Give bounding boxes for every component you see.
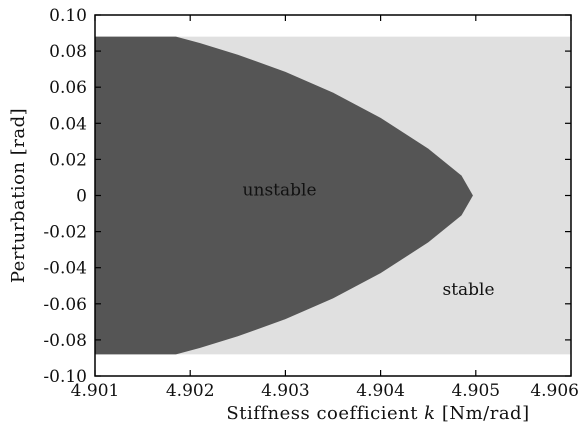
- x-tick-label: 4.901: [71, 381, 120, 401]
- x-tick-label: 4.903: [261, 381, 310, 401]
- y-tick-label: 0.02: [49, 150, 87, 170]
- x-axis-title: Stiffness coefficient k [Nm/rad]: [226, 403, 529, 424]
- unstable-region: [95, 36, 473, 355]
- x-tick-label: 4.904: [356, 381, 405, 401]
- x-axis-title-var: k: [424, 403, 435, 424]
- y-tick-label: 0.06: [49, 78, 87, 98]
- y-axis-title: Perturbation [rad]: [8, 108, 29, 283]
- stable-label: stable: [442, 280, 494, 300]
- x-axis: 4.901 4.902 4.903 4.904 4.905 4.906: [71, 15, 579, 401]
- y-tick-label: -0.08: [43, 331, 87, 351]
- y-tick-label: -0.10: [43, 367, 87, 387]
- y-tick-label: 0: [76, 187, 87, 207]
- x-tick-label: 4.905: [451, 381, 500, 401]
- y-tick-label: 0.08: [49, 42, 87, 62]
- y-tick-label: 0.10: [49, 6, 87, 26]
- y-tick-label: 0.04: [49, 114, 87, 134]
- y-tick-label: -0.04: [43, 259, 87, 279]
- unstable-label: unstable: [243, 181, 317, 201]
- x-axis-title-post: [Nm/rad]: [436, 403, 530, 424]
- plot-area: [94, 14, 572, 377]
- x-tick-label: 4.902: [166, 381, 215, 401]
- y-tick-label: -0.02: [43, 223, 87, 243]
- x-tick-label: 4.906: [530, 381, 579, 401]
- y-tick-label: -0.06: [43, 295, 87, 315]
- x-axis-title-pre: Stiffness coefficient: [226, 403, 424, 424]
- y-axis: 0.10 0.08 0.06 0.04 0.02 0 -0.02 -0.04 -0.06 -0.0…: [43, 6, 571, 387]
